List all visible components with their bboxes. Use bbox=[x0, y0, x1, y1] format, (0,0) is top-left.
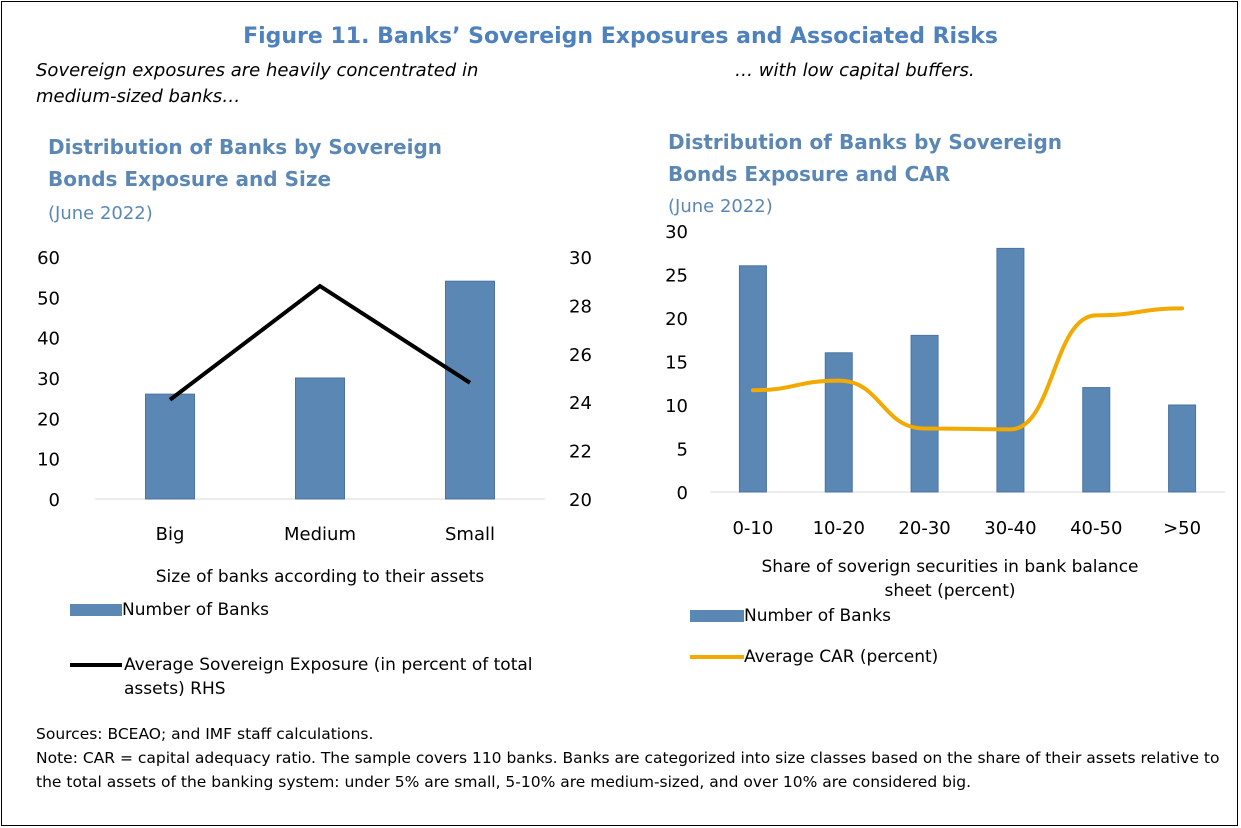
line-average-car bbox=[750, 306, 1185, 432]
right-chart: 0 5 10 15 20 25 30 0-10 10-20 20-30 30-40 40-50 >50 S… bbox=[665, 222, 1225, 601]
right-y-tick-label: 24 bbox=[569, 393, 592, 414]
y-tick-label: 5 bbox=[677, 440, 688, 461]
bar-number-of-banks bbox=[1082, 387, 1111, 493]
y-tick-label: 15 bbox=[665, 353, 688, 374]
left-y-tick-label: 20 bbox=[37, 409, 60, 430]
x-tick-label: 10-20 bbox=[813, 518, 865, 539]
right-y-tick-label: 22 bbox=[569, 442, 592, 463]
right-legend-line: Average CAR (percent) bbox=[690, 645, 938, 669]
figure-notes: Sources: BCEAO; and IMF staff calculatio… bbox=[36, 722, 1226, 794]
left-y-tick-label: 30 bbox=[37, 369, 60, 390]
y-tick-label: 20 bbox=[665, 309, 688, 330]
x-axis-title: Size of banks according to their assets bbox=[156, 567, 485, 587]
x-tick-label: Medium bbox=[284, 524, 356, 545]
left-chart-title: Distribution of Banks by Sovereign Bonds… bbox=[48, 135, 443, 191]
legend-line-label: Average CAR (percent) bbox=[744, 647, 939, 667]
x-tick-label: Small bbox=[445, 524, 495, 545]
left-legend-bars: Number of Banks bbox=[70, 598, 269, 622]
right-y-tick-label: 28 bbox=[569, 296, 592, 317]
left-y-tick-label: 10 bbox=[37, 450, 60, 471]
bar-number-of-banks bbox=[295, 377, 345, 500]
left-chart-date: (June 2022) bbox=[48, 203, 153, 224]
right-legend-bars: Number of Banks bbox=[690, 604, 891, 628]
right-y-tick-label: 30 bbox=[569, 248, 592, 269]
right-subtitle: … with low capital buffers. bbox=[735, 60, 975, 81]
left-y-tick-label: 50 bbox=[37, 288, 60, 309]
x-tick-label: 0-10 bbox=[732, 518, 773, 539]
left-y-tick-label: 0 bbox=[49, 490, 60, 511]
bar-number-of-banks bbox=[824, 352, 853, 493]
legend-line-label: Average Sovereign Exposure (in percent o… bbox=[124, 655, 533, 699]
bar-number-of-banks bbox=[1168, 404, 1197, 493]
line-average-sovereign-exposure bbox=[168, 283, 472, 402]
note-text: Note: CAR = capital adequacy ratio. The … bbox=[36, 749, 1220, 791]
left-chart: 0 10 20 30 40 50 60 20 22 24 26 28 30 Big Medium Small S… bbox=[37, 248, 592, 587]
left-y-tick-label: 60 bbox=[37, 248, 60, 269]
sources-text: Sources: BCEAO; and IMF staff calculatio… bbox=[36, 725, 374, 743]
x-tick-label: 20-30 bbox=[898, 518, 950, 539]
legend-bar-label: Number of Banks bbox=[122, 600, 270, 620]
y-tick-label: 30 bbox=[665, 222, 688, 243]
bar-number-of-banks bbox=[738, 265, 767, 493]
bar-number-of-banks bbox=[910, 334, 939, 493]
left-y-tick-label: 40 bbox=[37, 329, 60, 350]
bar-number-of-banks bbox=[996, 247, 1025, 493]
bar-number-of-banks bbox=[145, 393, 195, 500]
legend-line-swatch bbox=[70, 663, 122, 667]
right-chart-date: (June 2022) bbox=[668, 196, 773, 217]
legend-line-swatch bbox=[690, 655, 744, 659]
x-tick-label: 30-40 bbox=[984, 518, 1036, 539]
bar-number-of-banks bbox=[445, 280, 495, 500]
y-tick-label: 0 bbox=[677, 483, 688, 504]
left-legend-line: Average Sovereign Exposure (in percent o… bbox=[70, 653, 590, 701]
y-tick-label: 25 bbox=[665, 266, 688, 287]
legend-bar-swatch bbox=[70, 604, 122, 616]
x-tick-label: Big bbox=[156, 524, 185, 545]
figure-title: Figure 11. Banks’ Sovereign Exposures an… bbox=[243, 24, 998, 49]
x-tick-label: 40-50 bbox=[1070, 518, 1122, 539]
x-tick-label: >50 bbox=[1163, 518, 1201, 539]
x-axis-title: Share of soverign securities in bank bal… bbox=[761, 557, 1138, 601]
right-chart-title: Distribution of Banks by Sovereign Bonds… bbox=[668, 130, 1063, 186]
right-y-tick-label: 26 bbox=[569, 345, 592, 366]
right-y-tick-label: 20 bbox=[569, 490, 592, 511]
left-subtitle: Sovereign exposures are heavily concentr… bbox=[36, 60, 479, 107]
legend-bar-swatch bbox=[690, 610, 744, 622]
y-tick-label: 10 bbox=[665, 396, 688, 417]
legend-bar-label: Number of Banks bbox=[744, 606, 892, 626]
